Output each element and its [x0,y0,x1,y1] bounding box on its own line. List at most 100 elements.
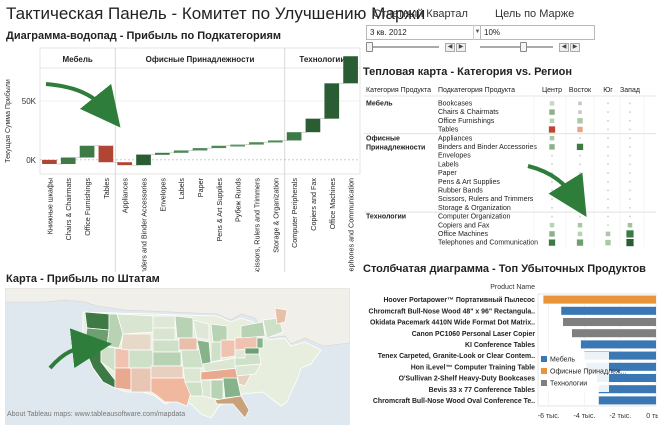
heatmap-cell[interactable] [579,172,581,174]
waterfall-bar[interactable] [286,132,302,141]
map-credit[interactable]: About Tableau maps: www.tableausoftware.… [7,411,186,418]
heatmap-cell[interactable] [607,224,609,226]
heatmap-cell[interactable] [551,172,553,174]
heatmap-cell[interactable] [549,222,555,228]
loss-bar[interactable] [563,317,656,327]
state-iowa[interactable] [178,337,198,351]
waterfall-bar[interactable] [249,142,264,145]
state-arkansas[interactable] [182,367,202,383]
loss-bar[interactable] [543,295,656,304]
heatmap-cell[interactable] [629,163,631,166]
heatmap-cell[interactable] [607,189,609,192]
waterfall-bar[interactable] [305,118,321,133]
heatmap-cell[interactable] [549,231,555,237]
heatmap-cell[interactable] [576,143,584,151]
state-minnesota[interactable] [174,315,194,339]
heatmap-cell[interactable] [626,239,634,247]
heatmap-cell[interactable] [551,163,553,166]
heatmap-cell[interactable] [579,163,581,166]
waterfall-bar[interactable] [136,154,151,166]
heatmap-cell[interactable] [607,128,609,131]
heatmap-cell[interactable] [579,215,581,218]
margin-slider-thumb[interactable] [520,42,527,52]
margin-input-box[interactable]: 10% [480,25,595,40]
heatmap-cell[interactable] [578,110,582,114]
heatmap-cell[interactable] [579,137,581,139]
waterfall-bar[interactable] [211,145,227,149]
margin-value[interactable]: 10% [480,25,595,40]
heatmap-cell[interactable] [579,207,581,209]
state-kansas[interactable] [152,351,182,367]
loss-bar[interactable] [561,306,656,315]
waterfall-bar[interactable] [230,144,245,147]
quarter-next-icon[interactable]: ▶ [456,42,466,52]
heatmap-cell[interactable] [629,207,631,209]
heatmap-cell[interactable] [548,239,556,246]
heatmap-cell[interactable] [629,189,631,192]
quarter-slider-track[interactable] [366,42,439,52]
heatmap-cell[interactable] [551,198,553,200]
state-north-dakota[interactable] [152,315,176,329]
waterfall-bar[interactable] [98,145,114,163]
heatmap-cell[interactable] [549,118,555,124]
state-colorado[interactable] [128,349,154,369]
waterfall-bar[interactable] [42,159,57,164]
state-map[interactable] [5,288,350,425]
heatmap-cell[interactable] [629,180,631,183]
state-oregon[interactable] [84,327,110,347]
heatmap-cell[interactable] [607,172,609,174]
heatmap-cell[interactable] [629,111,631,113]
loss-bar[interactable] [586,362,656,371]
heatmap-cell[interactable] [577,126,583,133]
loss-bar[interactable] [597,373,656,383]
heatmap-cell[interactable] [551,180,553,183]
loss-bar[interactable] [598,385,656,394]
waterfall-bar[interactable] [324,83,340,119]
heatmap-cell[interactable] [629,215,631,218]
loss-bar[interactable] [584,351,656,360]
quarter-slider-thumb[interactable] [366,42,373,52]
heatmap-cell[interactable] [629,154,631,157]
state-nebraska[interactable] [152,339,180,353]
state-new-jersey[interactable] [256,337,264,349]
state-michigan[interactable] [210,323,228,343]
heatmap-cell[interactable] [607,207,609,209]
state-south-dakota[interactable] [152,327,176,341]
waterfall-bar[interactable] [267,140,283,143]
heatmap-cell[interactable] [578,101,582,106]
loss-bar[interactable] [598,396,656,405]
heatmap-cell[interactable] [605,231,611,237]
state-arizona[interactable] [114,367,132,391]
heatmap-cell[interactable] [626,230,634,238]
heatmap-cell[interactable] [576,239,584,246]
heatmap-cell[interactable] [629,128,631,131]
waterfall-bar[interactable] [79,145,95,158]
heatmap-cell[interactable] [629,198,631,200]
margin-prev-icon[interactable]: ◀ [559,42,569,52]
state-new-york[interactable] [240,321,266,339]
heatmap-cell[interactable] [607,215,609,218]
state-montana[interactable] [116,313,154,335]
heatmap-cell[interactable] [629,120,631,122]
quarter-value[interactable]: 3 кв. 2012 [366,25,481,40]
heatmap-cell[interactable] [607,163,609,166]
heatmap-cell[interactable] [549,135,555,141]
loss-bar[interactable] [571,329,656,338]
waterfall-bar[interactable] [192,148,208,151]
heatmap-cell[interactable] [549,109,555,115]
heatmap-cell[interactable] [629,137,631,139]
margin-slider-track[interactable] [480,42,553,52]
waterfall-bar[interactable] [155,152,170,155]
map-states[interactable] [84,307,288,419]
loss-bar[interactable] [580,340,656,349]
state-ohio[interactable] [220,339,236,359]
quarter-slider[interactable]: ◀ ▶ [366,42,466,52]
quarter-dropdown[interactable]: 3 кв. 2012 ▼ [366,25,481,40]
heatmap-cell[interactable] [549,101,555,106]
state-washington[interactable] [84,311,110,331]
heatmap-cell[interactable] [579,180,581,183]
state-florida[interactable] [214,395,250,419]
heatmap-cell[interactable] [579,198,581,200]
waterfall-bar[interactable] [60,157,76,164]
heatmap-cell[interactable] [607,146,609,148]
